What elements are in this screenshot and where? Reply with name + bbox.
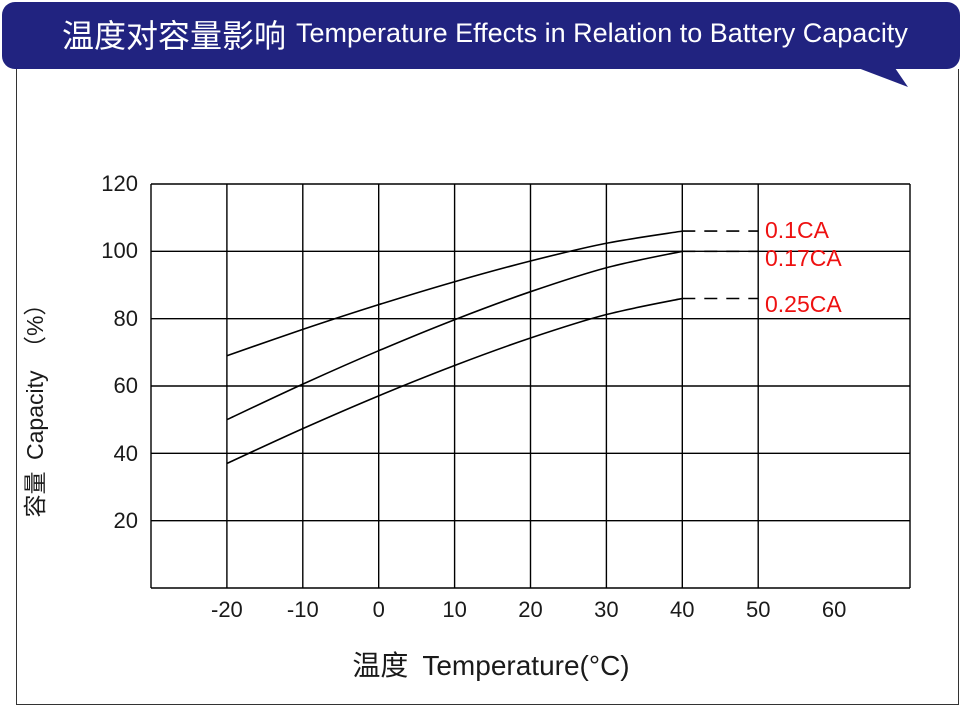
- svg-text:温度 Temperature(°C): 温度 Temperature(°C): [352, 650, 629, 681]
- svg-text:40: 40: [670, 597, 694, 622]
- svg-text:-10: -10: [287, 597, 319, 622]
- svg-text:0.25CA: 0.25CA: [765, 291, 842, 317]
- svg-text:30: 30: [594, 597, 618, 622]
- svg-text:容量 Capacity （%）: 容量 Capacity （%）: [22, 293, 48, 518]
- svg-text:80: 80: [114, 306, 138, 331]
- svg-text:10: 10: [442, 597, 466, 622]
- svg-text:0.17CA: 0.17CA: [765, 245, 842, 271]
- svg-text:0.1CA: 0.1CA: [765, 217, 830, 243]
- svg-text:-20: -20: [211, 597, 243, 622]
- svg-text:20: 20: [114, 508, 138, 533]
- svg-text:40: 40: [114, 441, 138, 466]
- svg-text:60: 60: [114, 373, 138, 398]
- svg-text:120: 120: [101, 171, 138, 196]
- svg-text:20: 20: [518, 597, 542, 622]
- svg-text:100: 100: [101, 238, 138, 263]
- svg-text:0: 0: [373, 597, 385, 622]
- svg-text:60: 60: [822, 597, 846, 622]
- svg-text:50: 50: [746, 597, 770, 622]
